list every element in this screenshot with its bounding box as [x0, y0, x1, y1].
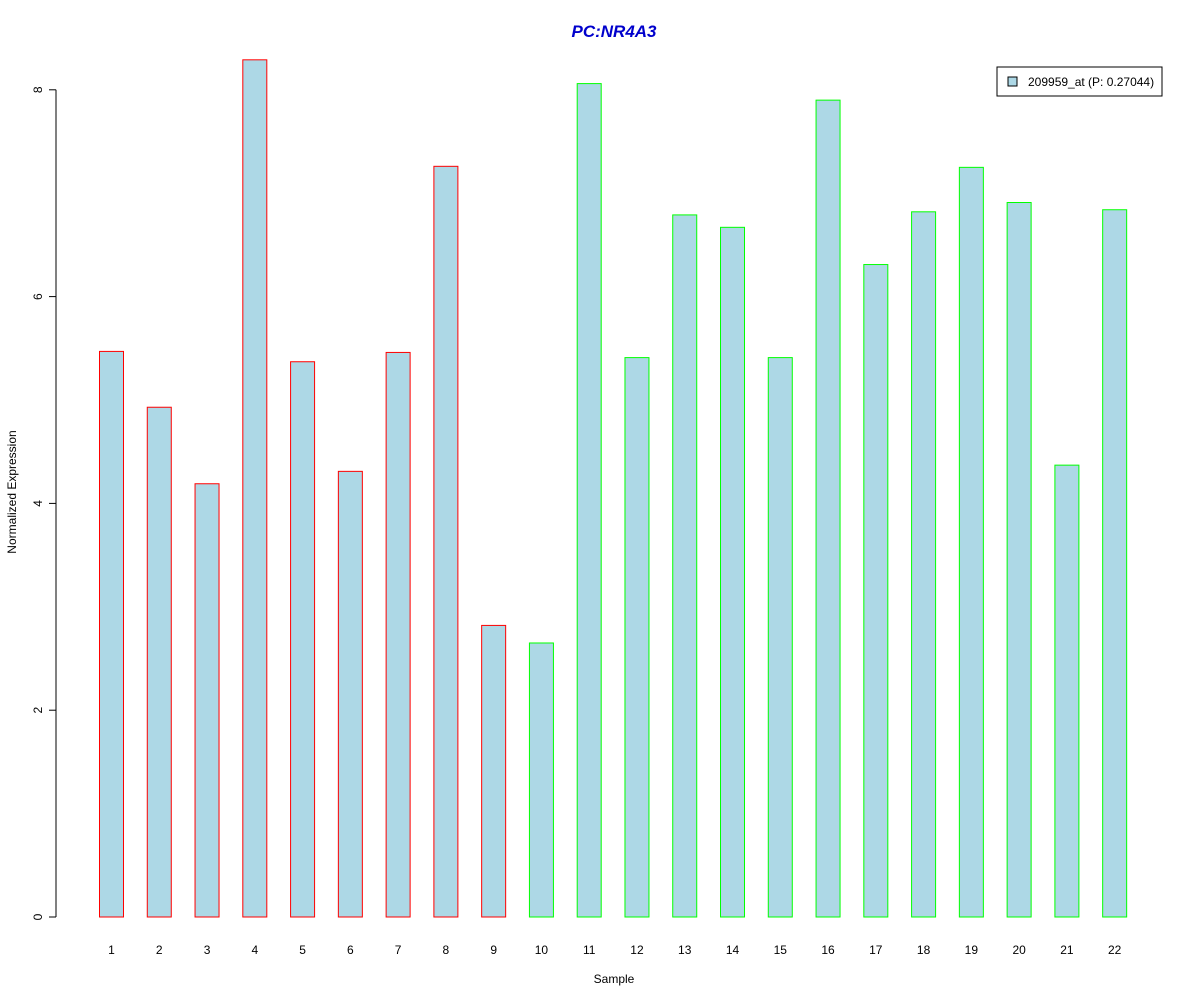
legend-swatch	[1007, 76, 1018, 87]
x-tick-label: 15	[774, 943, 788, 957]
x-tick-label: 18	[917, 943, 931, 957]
x-tick-label: 13	[678, 943, 692, 957]
x-tick-label: 14	[726, 943, 740, 957]
bar	[1102, 209, 1128, 918]
bar	[576, 83, 602, 918]
bar	[720, 226, 746, 918]
x-tick-label: 7	[395, 943, 402, 957]
bar	[767, 357, 793, 918]
y-axis: 0 2 4 6 8	[31, 86, 57, 920]
x-tick-label: 19	[965, 943, 979, 957]
y-tick-label: 4	[31, 500, 45, 507]
x-tick-label: 4	[251, 943, 258, 957]
x-tick-label: 16	[821, 943, 835, 957]
legend-label: 209959_at (P: 0.27044)	[1028, 75, 1154, 89]
bar	[290, 361, 316, 918]
y-tick-label: 8	[31, 86, 45, 93]
chart-title: PC:NR4A3	[571, 22, 657, 41]
y-tick-label: 2	[31, 707, 45, 714]
x-tick-label: 11	[583, 943, 596, 957]
bar	[958, 166, 984, 918]
bar	[385, 351, 411, 918]
x-tick-label: 1	[108, 943, 115, 957]
bar	[624, 357, 650, 918]
bar	[146, 406, 172, 918]
x-tick-label: 10	[535, 943, 549, 957]
bar	[1054, 464, 1080, 918]
bar	[337, 470, 363, 918]
x-tick-label: 9	[490, 943, 497, 957]
x-tick-label: 22	[1108, 943, 1122, 957]
x-axis-label: Sample	[594, 972, 635, 986]
x-tick-label: 2	[156, 943, 163, 957]
bar	[815, 99, 841, 918]
bar	[194, 483, 220, 918]
bar	[481, 624, 507, 918]
x-tick-label: 5	[299, 943, 306, 957]
bar	[242, 59, 268, 918]
x-tick-label: 17	[869, 943, 883, 957]
y-axis-label: Normalized Expression	[5, 430, 19, 553]
bar	[911, 211, 937, 918]
bar	[433, 165, 459, 918]
bar	[672, 214, 698, 918]
y-tick-label: 6	[31, 293, 45, 300]
x-tick-labels: 1 2 3 4 5 6 7 8 9 10 11 12 13 14 15 16 17 18 19 20 21 22	[108, 943, 1122, 957]
bars	[99, 59, 1128, 918]
x-tick-label: 21	[1060, 943, 1074, 957]
x-tick-label: 8	[443, 943, 450, 957]
x-tick-label: 20	[1012, 943, 1026, 957]
x-tick-label: 6	[347, 943, 354, 957]
y-tick-label: 0	[31, 913, 45, 920]
legend-box	[996, 66, 1163, 97]
legend: 209959_at (P: 0.27044)	[996, 66, 1163, 97]
bar	[99, 350, 124, 918]
bar	[1006, 202, 1032, 918]
x-tick-label: 3	[204, 943, 211, 957]
bar	[528, 642, 554, 918]
x-tick-label: 12	[630, 943, 644, 957]
bar	[863, 264, 889, 918]
